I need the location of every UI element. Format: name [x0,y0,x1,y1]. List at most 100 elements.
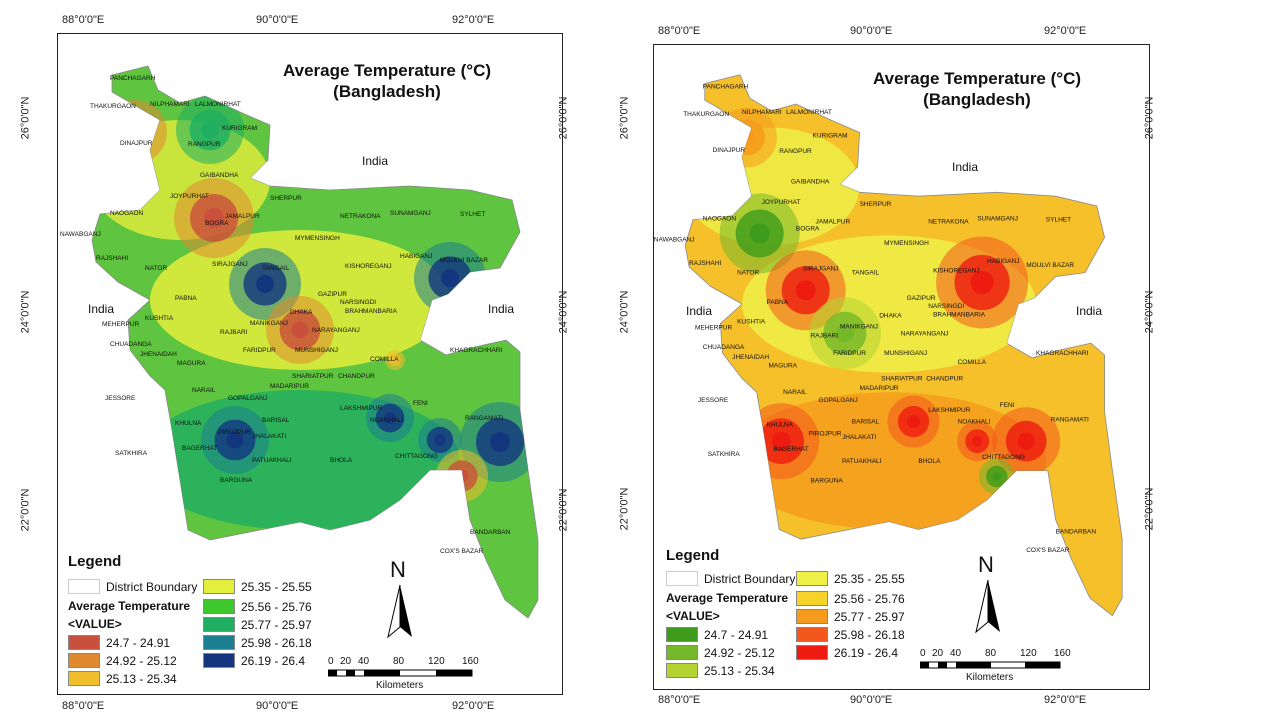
scale-bar-graphic [920,661,1061,669]
legend-class-6: 25.77 - 25.97 [203,617,312,632]
legend-class-5: 25.56 - 25.76 [796,591,905,606]
district-label: HABIGANJ [987,258,1020,265]
tick-left-22: 22°0'0"N [618,487,631,531]
boundary-swatch [666,571,698,586]
district-label: PATUAKHALI [842,458,882,465]
scale-tick: 80 [985,648,997,659]
tick-left-26: 26°0'0"N [618,96,631,140]
district-label: MUNSHIGANJ [884,350,927,357]
district-label: KUSHTIA [737,319,766,326]
map-title-line2: (Bangladesh) [333,82,441,101]
temperature-hotspot [434,434,446,446]
district-label: LALMONIRHAT [786,109,832,116]
district-label: MOULVI BAZAR [1026,262,1074,269]
temperature-surface [92,96,538,530]
district-label: RANGPUR [188,141,221,148]
temperature-hotspot [685,138,697,156]
map-canvas: PANCHAGARH THAKURGAON NILPHAMARI LALMONIRHA… [654,74,1123,617]
district-label: SYLHET [1046,217,1071,224]
district-label: MOULVI BAZAR [440,257,488,264]
legend-swatch [796,627,828,642]
temperature-hotspot [384,412,396,424]
legend: Legend District Boundary Average Tempera… [68,553,312,686]
district-label: JHENAIDAH [140,351,177,358]
legend-swatch [666,627,698,642]
district-label: MADARIPUR [270,383,309,390]
district-label: NETRAKONA [340,213,381,220]
district-label: THAKURGAON [683,111,729,118]
tick-top-88: 88°0'0"E [658,25,701,37]
legend-class-2: 24.92 - 25.12 [666,645,775,660]
north-arrow-icon [975,579,1000,634]
country-label-india-north: India [952,160,979,174]
district-label: CHUADANGA [703,344,745,351]
district-label: RAJSHAHI [96,255,128,262]
district-label: MEHERPUR [102,321,140,328]
north-label: N [390,557,406,582]
tick-right-22: 22°0'0"N [557,488,570,532]
scale-unit: Kilometers [376,680,424,691]
district-label: MUNSHIGANJ [295,347,338,354]
district-label: NARAIL [192,387,216,394]
district-label: GAIBANDHA [200,172,239,179]
district-label: NARAIL [783,389,807,396]
map-canvas: PANCHAGARH THAKURGAON NILPHAMARI LALMONIRHA… [60,65,539,619]
district-label: LAKSHMIPUR [340,405,383,412]
district-label: SYLHET [460,211,485,218]
legend-boundary: District Boundary [666,571,795,586]
district-label: FENI [1000,402,1015,409]
legend-class-label: 25.77 - 25.97 [834,609,905,624]
legend-title: Legend [68,553,122,570]
legend-boundary: District Boundary [68,579,197,594]
temperature-hotspot [490,432,510,452]
temperature-hotspot [291,321,309,339]
scale-tick: 120 [428,656,445,667]
district-label: KHAGRACHHARI [450,347,503,354]
district-label: COX'S BAZAR [440,548,483,555]
district-label: KUSHTIA [145,315,174,322]
legend-swatch [796,645,828,660]
district-label: KURIGRAM [813,132,848,139]
tick-right-24: 24°0'0"N [1143,290,1156,334]
legend-swatch [796,609,828,624]
district-label: PANCHAGARH [703,83,749,90]
tick-top-92: 92°0'0"E [452,14,495,26]
legend-class-label: 26.19 - 26.4 [241,653,306,668]
district-label: FENI [413,400,428,407]
district-label: MEHERPUR [695,324,733,331]
temperature-hotspot [749,223,770,244]
scale-tick: 120 [1020,648,1037,659]
tick-bottom-90: 90°0'0"E [850,694,893,706]
temperature-hotspot [992,471,1002,481]
map-panel-green: PANCHAGARH THAKURGAON NILPHAMARI LALMONIRHA… [19,14,570,712]
legend-class-label: 26.19 - 26.4 [834,645,899,660]
tick-bottom-88: 88°0'0"E [62,700,105,712]
district-label: PIROJPUR [218,429,251,436]
legend-class-label: 25.35 - 25.55 [834,571,905,586]
district-label: KISHOREGANJ [345,263,392,270]
district-label: KISHOREGANJ [933,268,980,275]
district-label: PATUAKHALI [252,457,292,464]
district-label: BANDARBAN [470,529,511,536]
scale-bar-graphic [328,669,473,677]
temperature-hotspot [201,121,219,139]
district-label: NETRAKONA [928,219,969,226]
district-label: DINAJPUR [713,147,746,154]
district-label: BRAHMANBARIA [345,308,398,315]
legend-class-label: 25.13 - 25.34 [106,671,177,686]
district-label: MANIKGANJ [840,324,878,331]
district-label: BAGERHAT [773,446,808,453]
north-arrow-icon [387,584,412,639]
country-label-india-north: India [362,154,389,168]
scale-tick: 80 [393,656,405,667]
temperature-hotspot [446,460,478,492]
temperature-hotspot [392,357,398,363]
legend-field: Average Temperature [68,599,191,613]
district-label: THAKURGAON [90,103,136,110]
district-label: SHERPUR [270,195,302,202]
legend-swatch [68,635,100,650]
map-title: Average Temperature (°C) (Bangladesh) [252,60,522,102]
district-label: HABIGANJ [400,253,433,260]
district-label: BRAHMANBARIA [933,312,986,319]
tick-bottom-92: 92°0'0"E [1044,694,1087,706]
